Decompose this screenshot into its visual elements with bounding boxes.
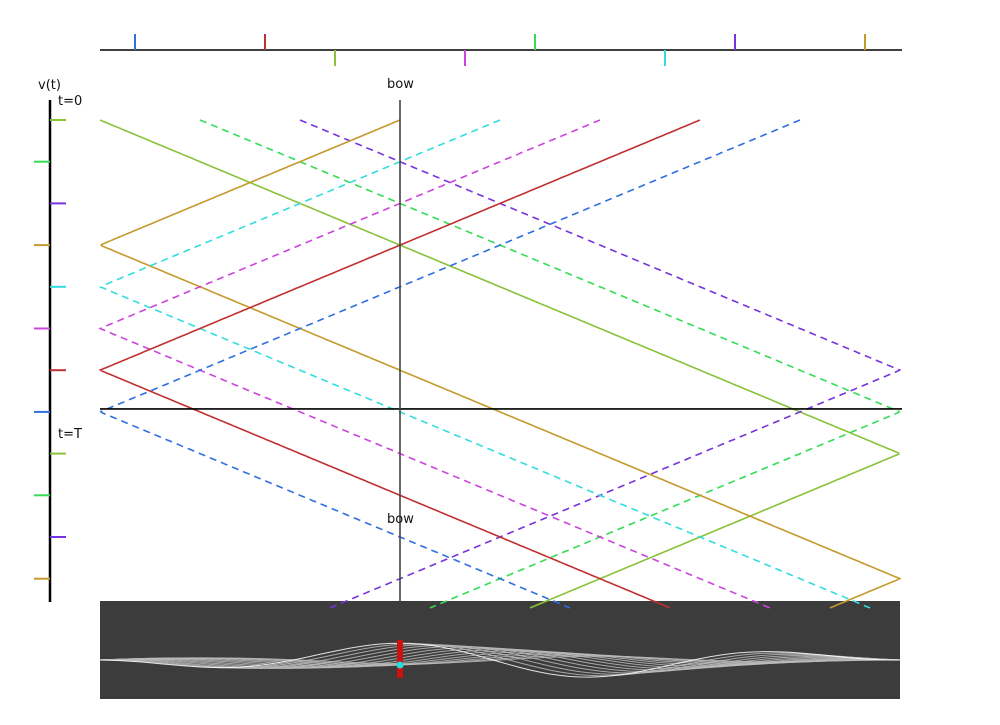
velocity-axis-label: v(t)	[38, 78, 61, 93]
bow-label-bottom: bow	[387, 512, 414, 527]
wave-line-3	[299, 119, 902, 609]
string-snapshot-13	[100, 643, 901, 677]
time-period-label: t=T	[58, 427, 82, 442]
wave-line-7	[98, 119, 701, 609]
bow-contact-point	[396, 661, 404, 669]
axes	[48, 49, 902, 602]
string-animation-panel	[99, 601, 901, 699]
velocity-ticks	[34, 119, 66, 580]
bow-marker	[397, 640, 403, 678]
string-panel-background	[100, 601, 900, 699]
wave-line-5	[99, 119, 871, 609]
wave-line-4	[100, 119, 902, 609]
string-snapshot-9	[99, 646, 901, 671]
top-ruler-ticks	[134, 34, 866, 66]
bow-label-top: bow	[387, 77, 414, 92]
wave-line-6	[98, 119, 771, 609]
wave-line-8	[99, 119, 801, 609]
wave-line-1	[99, 119, 900, 609]
string-snapshot-10	[99, 645, 901, 673]
time-start-label: t=0	[58, 94, 83, 109]
string-snapshot-14	[99, 642, 900, 678]
wave-lines	[98, 119, 902, 609]
